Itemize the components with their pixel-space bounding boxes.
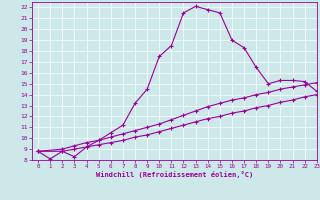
X-axis label: Windchill (Refroidissement éolien,°C): Windchill (Refroidissement éolien,°C) <box>96 171 253 178</box>
